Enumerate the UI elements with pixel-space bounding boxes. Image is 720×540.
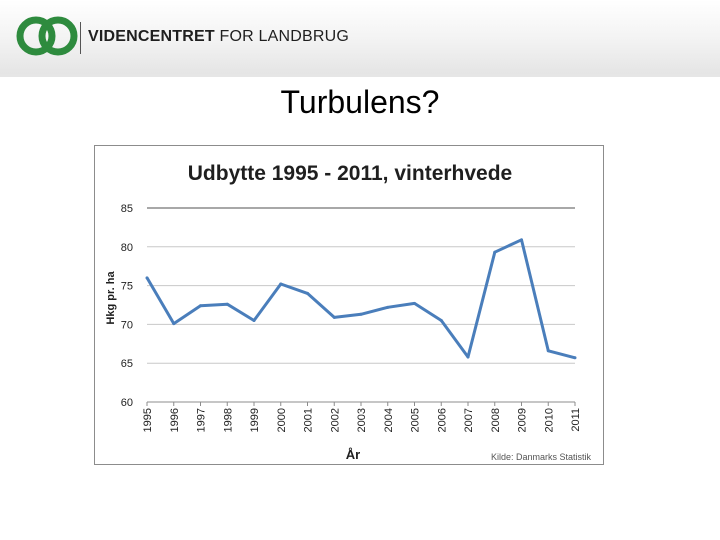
data-point [172, 322, 176, 326]
header-divider [0, 74, 720, 77]
data-point [546, 349, 550, 353]
chart-title: Udbytte 1995 - 2011, vinterhvede [188, 162, 513, 185]
data-point [252, 319, 256, 323]
x-tick-label: 2004 [383, 408, 395, 432]
x-tick-label: 1999 [249, 408, 261, 432]
yield-line-chart: Udbytte 1995 - 2011, vinterhvede 85 80 75 7… [105, 162, 592, 462]
x-tick-label: 2009 [517, 408, 529, 432]
data-point [225, 302, 229, 306]
x-tick-label: 1995 [142, 408, 154, 432]
x-tick-label: 1998 [222, 408, 234, 432]
x-tick-label: 1997 [196, 408, 208, 432]
data-point [359, 312, 363, 316]
x-tick-label: 2011 [570, 408, 582, 432]
x-axis-label: År [346, 447, 360, 462]
landbrug-logo-icon [16, 16, 78, 56]
logo-divider [80, 22, 81, 54]
org-name: VIDENCENTRET FOR LANDBRUG [88, 28, 350, 45]
series-line [145, 238, 576, 360]
data-point [332, 315, 336, 319]
x-tick-label: 2010 [543, 408, 555, 432]
x-tick-label: 2008 [490, 408, 502, 432]
x-tick-label: 2001 [303, 408, 315, 432]
x-tick-label: 2006 [436, 408, 448, 432]
x-tick-label: 1996 [169, 408, 181, 432]
data-point [413, 301, 416, 305]
y-axis-label: Hkg pr. ha [105, 271, 117, 325]
data-point [439, 319, 443, 323]
x-tick-label: 2007 [463, 408, 475, 432]
x-tick-label: 2003 [356, 408, 368, 432]
data-point [279, 282, 283, 286]
data-point [466, 355, 470, 359]
y-tick-label: 65 [121, 358, 133, 370]
data-point [520, 238, 523, 242]
y-tick-label: 80 [121, 242, 133, 254]
chart-frame: Udbytte 1995 - 2011, vinterhvede 85 80 75 7… [94, 145, 604, 465]
data-point [199, 304, 202, 308]
y-tick-label: 70 [121, 319, 133, 331]
y-tick-label: 85 [121, 203, 133, 215]
x-tick-label: 2005 [410, 408, 422, 432]
y-tick-label: 60 [121, 397, 133, 409]
y-tick-label: 75 [121, 281, 133, 293]
data-point [493, 250, 497, 254]
data-point [145, 276, 149, 280]
x-tick-label: 2002 [329, 408, 341, 432]
source-note: Kilde: Danmarks Statistik [491, 452, 592, 462]
data-point [386, 305, 390, 309]
data-point [573, 356, 577, 360]
slide-title: Turbulens? [280, 84, 440, 120]
data-point [306, 291, 309, 295]
header-bar [0, 0, 720, 76]
x-tick-label: 2000 [276, 408, 288, 432]
